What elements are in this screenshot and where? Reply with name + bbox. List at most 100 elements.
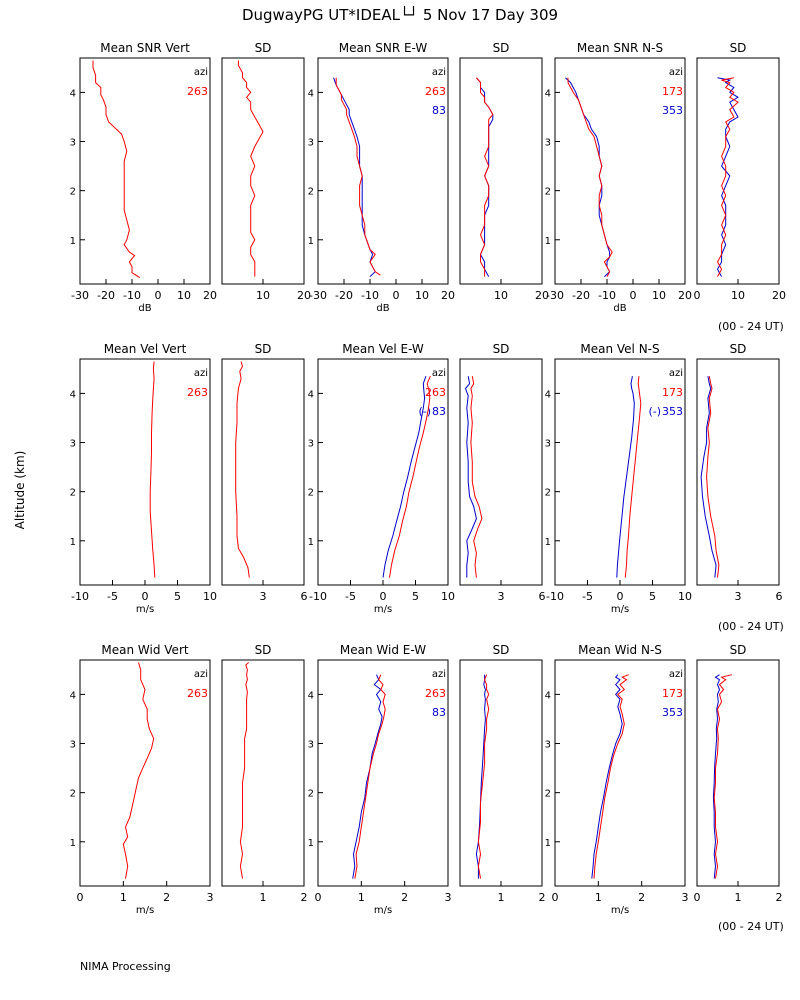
panel-frame xyxy=(696,659,780,887)
y-tick-label: 1 xyxy=(70,537,76,548)
x-tick-label: 2 xyxy=(301,891,308,904)
legend-entry: 83 xyxy=(432,104,446,117)
y-tick-label: 3 xyxy=(70,740,76,751)
legend-entry: 83 xyxy=(432,706,446,719)
profile-panel: Mean Vel Vert -10 -5 0 5 10 1 2 3 4 m/s azi 263 xyxy=(70,342,217,615)
panel-title: SD xyxy=(493,643,510,657)
panel-frame xyxy=(79,57,211,285)
series-line xyxy=(593,674,629,879)
profile-panel: SD 3 6 xyxy=(696,342,783,603)
panel-title: Mean Vel E-W xyxy=(342,342,424,356)
y-tick-label: 4 xyxy=(545,690,551,701)
y-tick-label: 4 xyxy=(308,389,314,400)
series-line xyxy=(354,674,386,879)
y-tick-label: 3 xyxy=(308,138,314,149)
time-range-note: (00 - 24 UT) xyxy=(718,320,784,333)
panel-title: SD xyxy=(255,342,272,356)
y-tick-label: 4 xyxy=(308,690,314,701)
series-line xyxy=(470,376,483,578)
y-tick-label: 4 xyxy=(70,88,76,99)
series-line xyxy=(712,674,721,879)
panel-frame xyxy=(554,57,686,285)
x-tick-label: 5 xyxy=(412,590,419,603)
y-tick-label: 2 xyxy=(545,187,551,198)
x-axis-label: m/s xyxy=(136,604,154,615)
panel-frame xyxy=(221,659,305,887)
x-tick-label: 1 xyxy=(260,891,267,904)
x-tick-label: 6 xyxy=(301,590,308,603)
legend-azi-label: azi xyxy=(669,67,683,78)
x-tick-label: 20 xyxy=(203,289,217,302)
series-line xyxy=(624,376,642,578)
panel-title: SD xyxy=(255,41,272,55)
x-axis-label: m/s xyxy=(136,905,154,916)
panel-frame xyxy=(459,659,543,887)
legend-entry: 263 xyxy=(187,687,208,700)
series-line xyxy=(716,77,739,277)
profile-panel: SD 0 10 20 xyxy=(694,41,787,302)
y-tick-label: 3 xyxy=(545,439,551,450)
series-line xyxy=(122,662,155,879)
x-tick-label: 0 xyxy=(552,891,559,904)
x-tick-label: 0 xyxy=(694,891,701,904)
legend-azi-label: azi xyxy=(194,669,208,680)
x-tick-label: 2 xyxy=(776,891,783,904)
x-tick-label: 10 xyxy=(177,289,191,302)
panel-frame xyxy=(79,659,211,887)
y-tick-label: 4 xyxy=(70,389,76,400)
series-line xyxy=(335,77,381,276)
x-tick-label: -20 xyxy=(572,289,590,302)
series-line xyxy=(352,674,383,879)
legend-entry: 263 xyxy=(187,85,208,98)
x-tick-label: -5 xyxy=(107,590,118,603)
legend-entry: 263 xyxy=(187,386,208,399)
x-tick-label: 3 xyxy=(498,590,505,603)
x-tick-label: -20 xyxy=(335,289,353,302)
time-range-note: (00 - 24 UT) xyxy=(718,620,784,633)
x-tick-label: 20 xyxy=(535,289,549,302)
y-tick-label: 3 xyxy=(308,740,314,751)
footer-note: NIMA Processing xyxy=(80,960,171,973)
x-tick-label: 5 xyxy=(649,590,656,603)
x-tick-label: 5 xyxy=(174,590,181,603)
x-tick-label: 3 xyxy=(735,590,742,603)
legend-azi-label: azi xyxy=(432,669,446,680)
x-tick-label: 1 xyxy=(498,891,505,904)
y-tick-label: 2 xyxy=(70,789,76,800)
x-tick-label: -10 xyxy=(71,590,89,603)
y-tick-label: 2 xyxy=(545,789,551,800)
x-axis-label: m/s xyxy=(374,905,392,916)
y-tick-label: 1 xyxy=(70,236,76,247)
series-line xyxy=(389,376,431,578)
legend-azi-label: azi xyxy=(194,67,208,78)
x-tick-label: -10 xyxy=(361,289,379,302)
x-tick-label: -5 xyxy=(345,590,356,603)
x-tick-label: 0 xyxy=(315,891,322,904)
panel-title: SD xyxy=(493,41,510,55)
x-tick-label: 2 xyxy=(163,891,170,904)
legend-entry: 353 xyxy=(662,405,683,418)
legend-entry: 353 xyxy=(662,706,683,719)
profile-panel: SD 3 6 xyxy=(459,342,546,603)
legend-azi-label: azi xyxy=(669,368,683,379)
x-tick-label: 10 xyxy=(652,289,666,302)
series-line xyxy=(475,674,486,879)
x-tick-label: 20 xyxy=(678,289,692,302)
legend-prefix: (-) xyxy=(648,405,661,418)
x-tick-label: 20 xyxy=(772,289,786,302)
series-line xyxy=(239,662,250,879)
x-tick-label: 2 xyxy=(638,891,645,904)
x-tick-label: 10 xyxy=(256,289,270,302)
x-tick-label: 3 xyxy=(260,590,267,603)
x-axis-label: m/s xyxy=(611,905,629,916)
x-tick-label: 0 xyxy=(142,590,149,603)
series-line xyxy=(464,376,477,578)
profile-panel: SD 1 2 xyxy=(221,643,308,904)
x-tick-label: 10 xyxy=(203,590,217,603)
panel-title: SD xyxy=(255,643,272,657)
x-tick-label: 0 xyxy=(617,590,624,603)
y-tick-label: 3 xyxy=(70,138,76,149)
panel-title: Mean SNR Vert xyxy=(100,41,190,55)
x-tick-label: -10 xyxy=(598,289,616,302)
